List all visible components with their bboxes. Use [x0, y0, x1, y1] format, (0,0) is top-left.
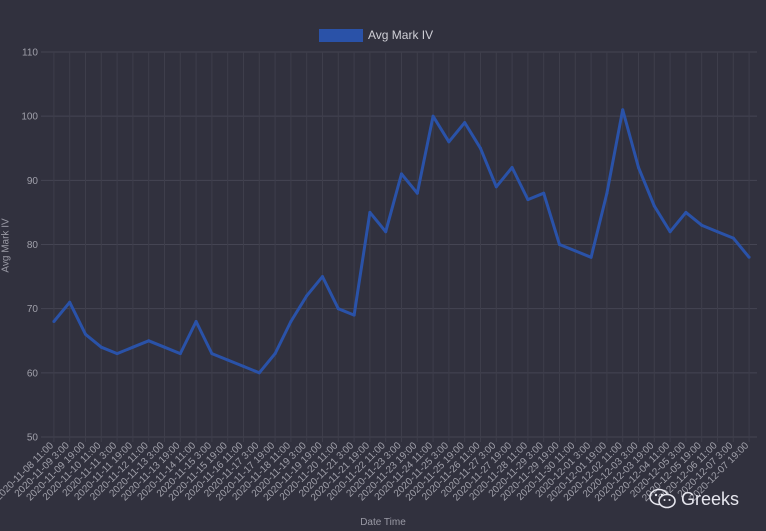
data-point [194, 320, 198, 323]
data-point [321, 275, 324, 279]
data-point [384, 230, 388, 234]
y-tick-label: 110 [22, 48, 38, 59]
data-point [589, 255, 593, 259]
data-point [700, 223, 704, 227]
y-tick-label: 100 [21, 112, 38, 123]
y-tick-labels: 50 60 70 80 90 100 110 [21, 48, 38, 444]
y-tick-label: 90 [27, 176, 39, 187]
data-point [479, 146, 482, 150]
data-point [368, 210, 372, 214]
data-point [652, 204, 656, 208]
series-lines [52, 108, 751, 375]
legend-label[interactable]: Avg Mark IV [368, 28, 434, 42]
data-point [668, 230, 672, 234]
data-point [84, 332, 87, 336]
gridlines [41, 51, 757, 442]
data-point [336, 307, 340, 311]
data-point [178, 352, 182, 356]
data-point [494, 185, 498, 189]
data-point [605, 191, 609, 195]
data-point [431, 114, 435, 118]
data-point [226, 358, 230, 362]
data-point [637, 166, 640, 169]
data-point [68, 300, 72, 304]
legend-swatch[interactable] [319, 29, 363, 42]
data-point [242, 364, 245, 368]
data-point [716, 230, 719, 234]
watermark: Greeks [649, 488, 739, 510]
data-point [352, 313, 356, 317]
data-point [257, 371, 261, 375]
data-point [52, 320, 56, 323]
data-point [621, 108, 625, 112]
y-tick-label: 50 [27, 433, 39, 444]
data-point [131, 345, 135, 349]
data-point [558, 243, 561, 246]
y-tick-label: 60 [27, 368, 39, 379]
data-point [463, 121, 467, 125]
data-point [147, 339, 151, 343]
data-point [747, 255, 751, 259]
data-point [542, 191, 546, 195]
data-point [510, 166, 514, 169]
y-tick-label: 70 [27, 304, 39, 315]
data-point [273, 352, 277, 356]
data-point [115, 352, 119, 356]
data-point [305, 294, 309, 298]
watermark-text: Greeks [681, 488, 740, 509]
x-axis-label: Date Time [360, 517, 406, 528]
data-point [163, 345, 166, 349]
data-point [684, 210, 688, 214]
wechat-icon [649, 488, 676, 509]
data-point [400, 172, 403, 176]
data-point [210, 352, 214, 356]
data-point [99, 345, 103, 349]
y-axis-label: Avg Mark IV [0, 218, 12, 273]
data-point [447, 140, 451, 144]
data-point [289, 320, 293, 323]
data-point [526, 198, 530, 202]
y-tick-label: 80 [27, 240, 39, 251]
data-point [415, 191, 419, 195]
data-point [731, 236, 735, 240]
data-point [573, 249, 577, 253]
